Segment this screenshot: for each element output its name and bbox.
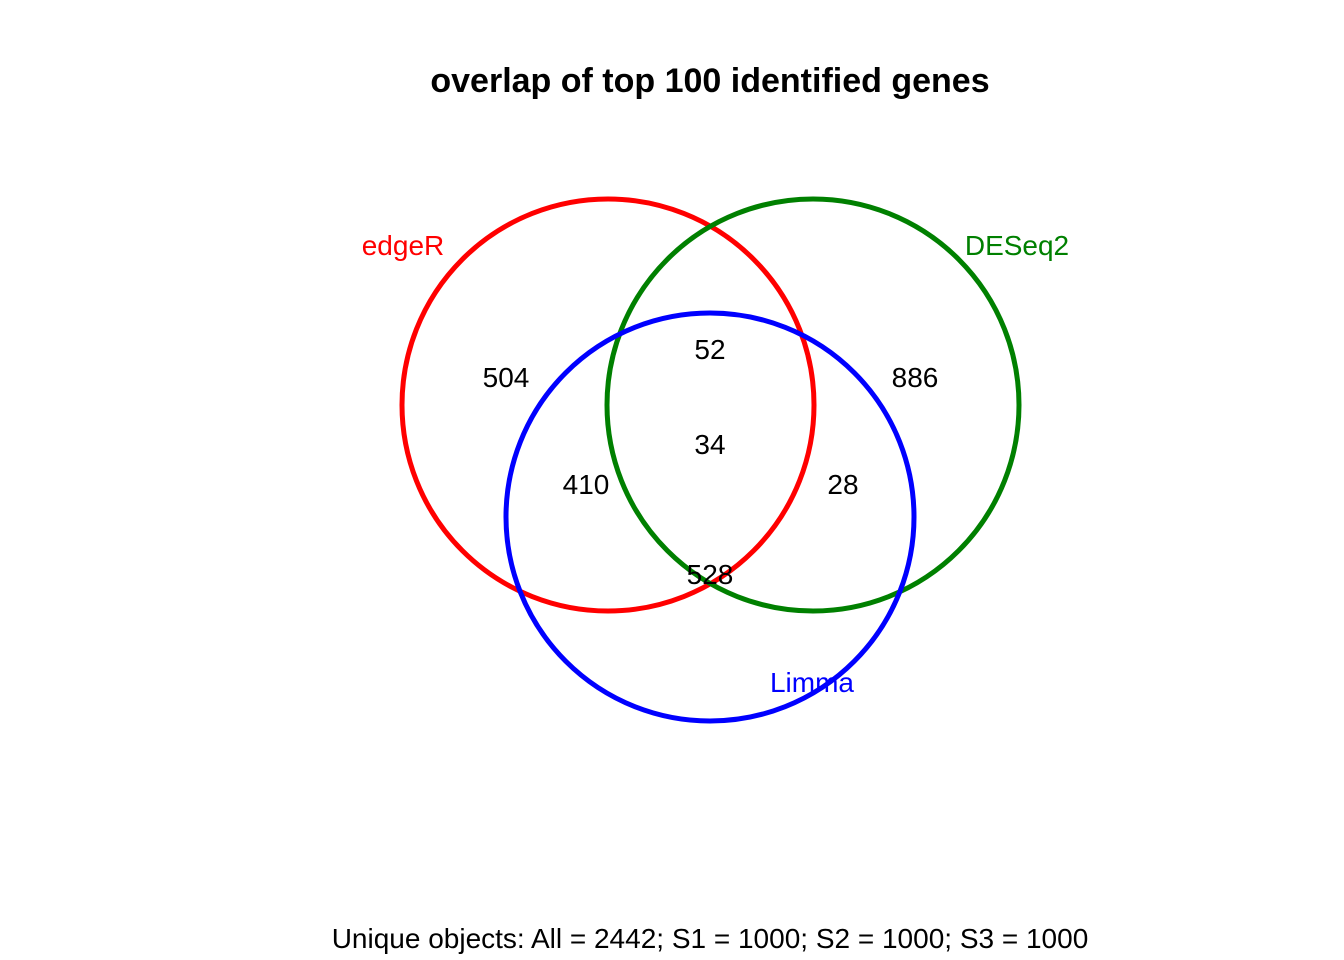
chart-title: overlap of top 100 identified genes bbox=[430, 62, 989, 100]
label-deseq2: DESeq2 bbox=[965, 230, 1069, 261]
count-edger-deseq2: 52 bbox=[694, 334, 725, 365]
count-deseq2-limma: 28 bbox=[827, 469, 858, 500]
count-deseq2-only: 886 bbox=[892, 362, 939, 393]
footer-summary: Unique objects: All = 2442; S1 = 1000; S… bbox=[332, 923, 1089, 954]
count-edger-limma: 410 bbox=[563, 469, 610, 500]
count-all-three: 34 bbox=[694, 429, 725, 460]
circle-deseq2 bbox=[604, 196, 1022, 614]
circle-limma bbox=[503, 310, 917, 724]
label-edger: edgeR bbox=[362, 230, 445, 261]
count-edger-only: 504 bbox=[483, 362, 530, 393]
label-limma: Limma bbox=[770, 667, 854, 698]
count-limma-only: 528 bbox=[687, 559, 734, 590]
circle-edger bbox=[399, 196, 817, 614]
